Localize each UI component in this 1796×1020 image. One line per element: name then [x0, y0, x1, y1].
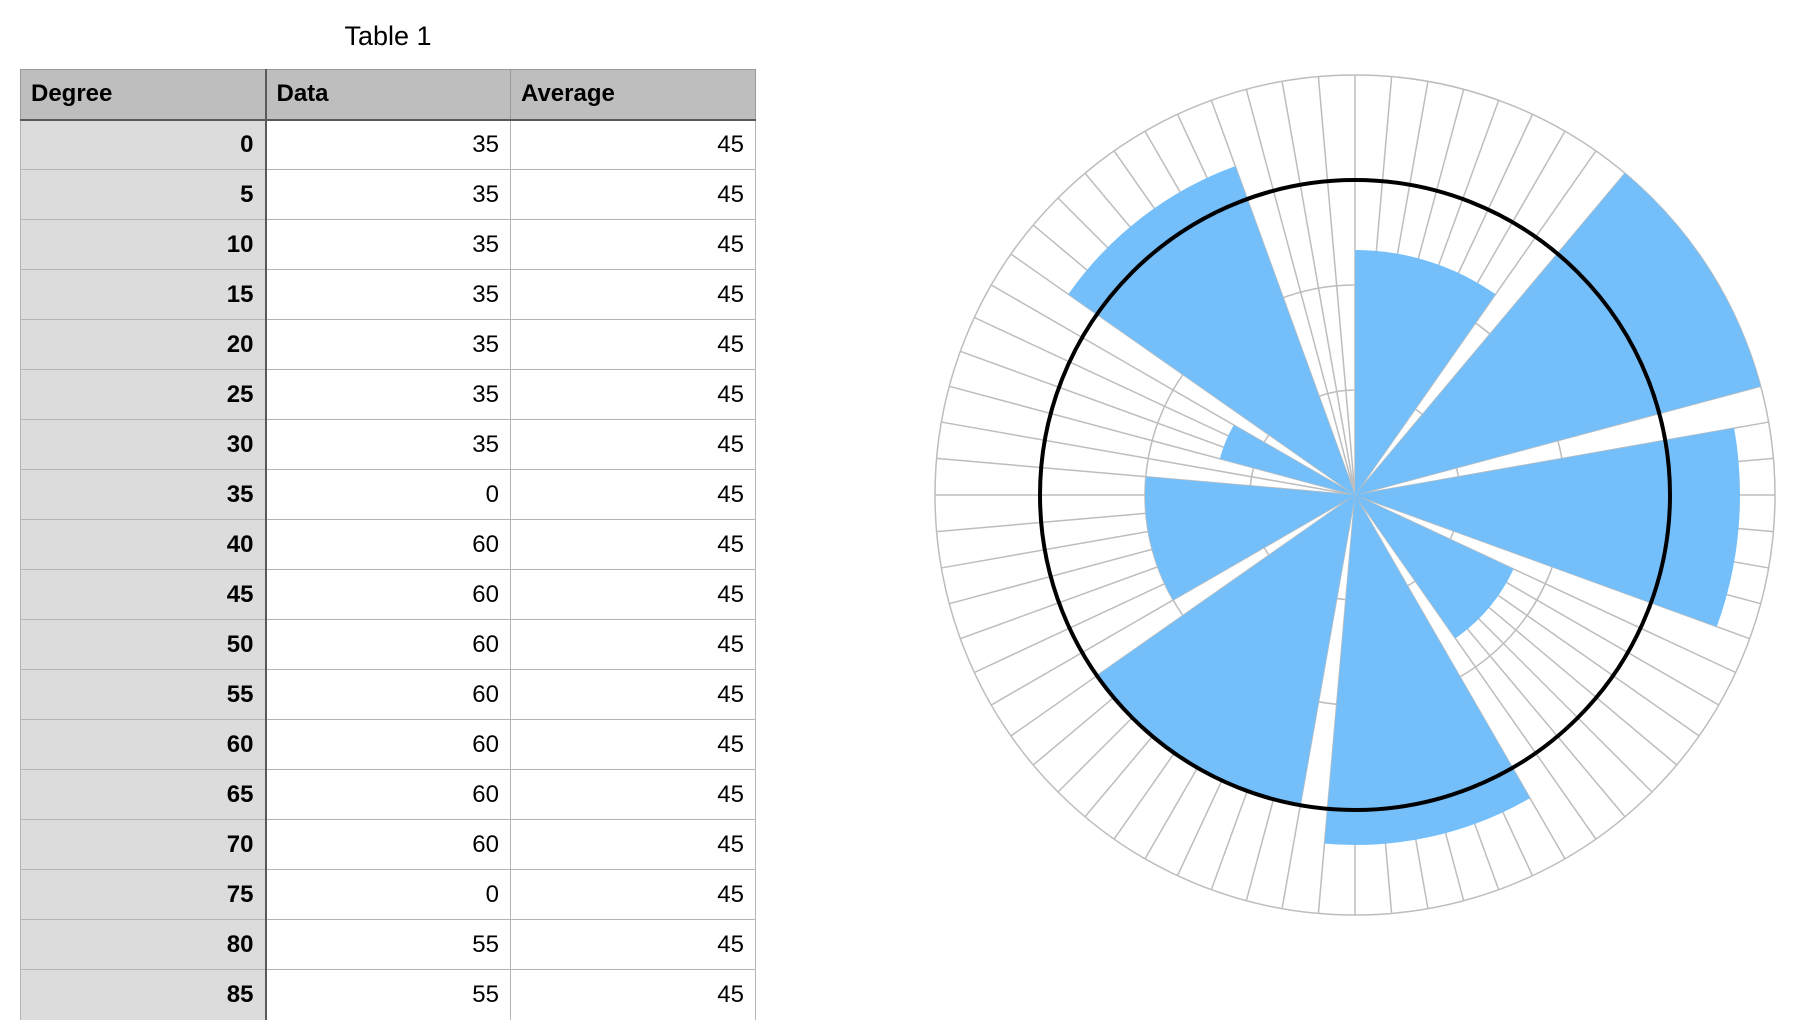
- data-bar: [1355, 250, 1496, 495]
- average-cell[interactable]: 45: [510, 369, 756, 420]
- degree-cell[interactable]: 80: [20, 919, 267, 970]
- degree-cell[interactable]: 20: [20, 319, 267, 370]
- data-cell[interactable]: 60: [265, 519, 511, 570]
- average-cell[interactable]: 45: [510, 719, 756, 770]
- data-cell[interactable]: 60: [265, 569, 511, 620]
- data-bar: [1324, 495, 1530, 846]
- table-row: 45 60 45: [20, 569, 756, 620]
- degree-cell[interactable]: 75: [20, 869, 267, 920]
- data-bar: [1219, 425, 1355, 495]
- degree-cell[interactable]: 60: [20, 719, 267, 770]
- data-cell[interactable]: 0: [265, 469, 511, 520]
- data-cell[interactable]: 35: [265, 169, 511, 220]
- degree-cell[interactable]: 85: [20, 969, 267, 1020]
- degree-cell[interactable]: 55: [20, 669, 267, 720]
- data-cell[interactable]: 35: [265, 369, 511, 420]
- table-row: 80 55 45: [20, 919, 756, 970]
- table-row: 35 0 45: [20, 469, 756, 520]
- table-row: 65 60 45: [20, 769, 756, 820]
- average-cell[interactable]: 45: [510, 969, 756, 1020]
- average-cell[interactable]: 45: [510, 619, 756, 670]
- header-data[interactable]: Data: [265, 69, 511, 120]
- data-cell[interactable]: 55: [265, 919, 511, 970]
- data-bar: [1355, 173, 1761, 495]
- degree-cell[interactable]: 50: [20, 619, 267, 670]
- average-cell[interactable]: 45: [510, 569, 756, 620]
- average-circle: [1038, 178, 1672, 812]
- degree-cell[interactable]: 15: [20, 269, 267, 320]
- data-cell[interactable]: 35: [265, 269, 511, 320]
- degree-cell[interactable]: 5: [20, 169, 267, 220]
- average-cell[interactable]: 45: [510, 269, 756, 320]
- average-cell[interactable]: 45: [510, 169, 756, 220]
- table-title: Table 1: [344, 21, 432, 51]
- average-cell[interactable]: 45: [510, 669, 756, 720]
- average-cell[interactable]: 45: [510, 519, 756, 570]
- data-cell[interactable]: 60: [265, 669, 511, 720]
- average-cell[interactable]: 45: [510, 219, 756, 270]
- degree-cell[interactable]: 65: [20, 769, 267, 820]
- header-degree[interactable]: Degree: [20, 69, 267, 120]
- degree-cell[interactable]: 40: [20, 519, 267, 570]
- table-row: 25 35 45: [20, 369, 756, 420]
- average-cell[interactable]: 45: [510, 869, 756, 920]
- header-average[interactable]: Average: [510, 69, 756, 120]
- table-row: 85 55 45: [20, 969, 756, 1020]
- table-row: 30 35 45: [20, 419, 756, 470]
- table-row: 75 0 45: [20, 869, 756, 920]
- data-cell[interactable]: 55: [265, 969, 511, 1020]
- average-cell[interactable]: 45: [510, 769, 756, 820]
- data-table: Degree Data Average 0 35 45 5 35 45 10 35 45 1…: [20, 69, 756, 1020]
- table-row: 40 60 45: [20, 519, 756, 570]
- data-cell[interactable]: 35: [265, 219, 511, 270]
- degree-cell[interactable]: 30: [20, 419, 267, 470]
- table-row: 0 35 45: [20, 119, 756, 170]
- degree-cell[interactable]: 10: [20, 219, 267, 270]
- data-cell[interactable]: 60: [265, 769, 511, 820]
- degree-cell[interactable]: 45: [20, 569, 267, 620]
- average-cell[interactable]: 45: [510, 119, 756, 170]
- data-bar: [1355, 495, 1514, 639]
- data-cell[interactable]: 35: [265, 119, 511, 170]
- data-cell[interactable]: 60: [265, 619, 511, 670]
- average-cell[interactable]: 45: [510, 469, 756, 520]
- average-cell[interactable]: 45: [510, 819, 756, 870]
- average-cell[interactable]: 45: [510, 419, 756, 470]
- data-bar: [1096, 495, 1355, 806]
- data-bar: [1068, 166, 1355, 496]
- table-row: 60 60 45: [20, 719, 756, 770]
- table-row: 15 35 45: [20, 269, 756, 320]
- table-row: 70 60 45: [20, 819, 756, 870]
- average-cell[interactable]: 45: [510, 319, 756, 370]
- data-bar: [1145, 476, 1355, 600]
- data-cell[interactable]: 35: [265, 319, 511, 370]
- table-row: 50 60 45: [20, 619, 756, 670]
- polar-chart: [930, 70, 1780, 920]
- degree-cell[interactable]: 35: [20, 469, 267, 520]
- average-cell[interactable]: 45: [510, 919, 756, 970]
- data-cell[interactable]: 60: [265, 819, 511, 870]
- degree-cell[interactable]: 25: [20, 369, 267, 420]
- polar-chart-svg: [934, 74, 1776, 916]
- table-row: 55 60 45: [20, 669, 756, 720]
- data-cell[interactable]: 60: [265, 719, 511, 770]
- table-row: 20 35 45: [20, 319, 756, 370]
- degree-cell[interactable]: 0: [20, 119, 267, 170]
- table-header-row: Degree Data Average: [20, 69, 756, 120]
- table-row: 5 35 45: [20, 169, 756, 220]
- degree-cell[interactable]: 70: [20, 819, 267, 870]
- data-bar: [1355, 428, 1740, 627]
- data-cell[interactable]: 35: [265, 419, 511, 470]
- data-cell[interactable]: 0: [265, 869, 511, 920]
- grid-ring: [934, 74, 1776, 916]
- table-row: 10 35 45: [20, 219, 756, 270]
